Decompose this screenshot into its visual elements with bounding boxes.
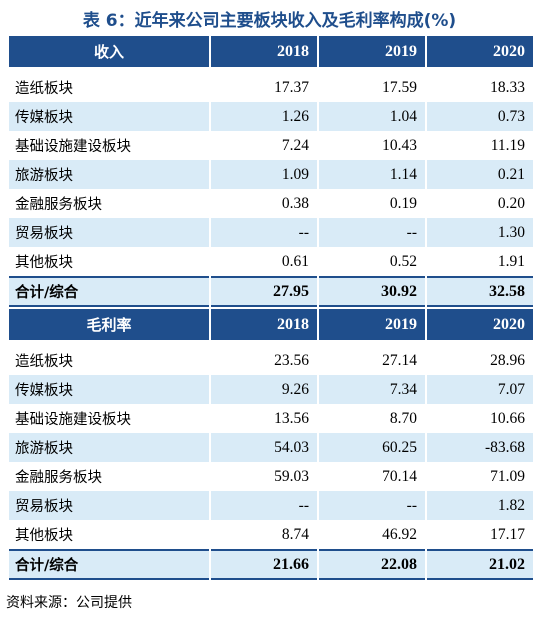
total-value-cell: 22.08: [319, 549, 425, 580]
table-row: 基础设施建设板块 7.24 10.43 11.19: [9, 131, 533, 160]
total-label: 合计/综合: [9, 276, 209, 307]
value-cell: 23.56: [211, 346, 317, 375]
segment-label: 基础设施建设板块: [9, 131, 209, 160]
table-row: 传媒板块 9.26 7.34 7.07: [9, 375, 533, 404]
margin-header-row: 毛利率 2018 2019 2020: [9, 307, 533, 340]
year-header: 2018: [211, 34, 317, 67]
value-cell: 0.20: [427, 189, 533, 218]
segment-label: 造纸板块: [9, 73, 209, 102]
segment-label: 金融服务板块: [9, 462, 209, 491]
table-row: 贸易板块 -- -- 1.82: [9, 491, 533, 520]
table-row: 基础设施建设板块 13.56 8.70 10.66: [9, 404, 533, 433]
segment-label: 其他板块: [9, 520, 209, 549]
segment-label: 旅游板块: [9, 160, 209, 189]
value-cell: 0.73: [427, 102, 533, 131]
value-cell: 0.52: [319, 247, 425, 276]
value-cell: 11.19: [427, 131, 533, 160]
value-cell: 28.96: [427, 346, 533, 375]
segment-label: 其他板块: [9, 247, 209, 276]
margin-total-row: 合计/综合 21.66 22.08 21.02: [9, 549, 533, 580]
value-cell: --: [211, 218, 317, 247]
value-cell: 13.56: [211, 404, 317, 433]
value-cell: --: [319, 218, 425, 247]
source-note: 资料来源：公司提供: [6, 595, 132, 611]
value-cell: 59.03: [211, 462, 317, 491]
value-cell: 46.92: [319, 520, 425, 549]
segment-label: 传媒板块: [9, 375, 209, 404]
value-cell: 10.43: [319, 131, 425, 160]
revenue-header-row: 收入 2018 2019 2020: [9, 34, 533, 67]
segment-label: 旅游板块: [9, 433, 209, 462]
value-cell: 1.91: [427, 247, 533, 276]
table-row: 其他板块 0.61 0.52 1.91: [9, 247, 533, 276]
segment-label: 造纸板块: [9, 346, 209, 375]
value-cell: 71.09: [427, 462, 533, 491]
value-cell: 7.24: [211, 131, 317, 160]
table-row: 旅游板块 54.03 60.25 -83.68: [9, 433, 533, 462]
segment-label: 传媒板块: [9, 102, 209, 131]
total-label: 合计/综合: [9, 549, 209, 580]
value-cell: 17.37: [211, 73, 317, 102]
value-cell: 1.82: [427, 491, 533, 520]
value-cell: --: [211, 491, 317, 520]
value-cell: 60.25: [319, 433, 425, 462]
value-cell: 0.19: [319, 189, 425, 218]
spacer-row: [9, 340, 533, 346]
value-cell: 18.33: [427, 73, 533, 102]
segment-label: 贸易板块: [9, 218, 209, 247]
total-value-cell: 27.95: [211, 276, 317, 307]
revenue-margin-table: 收入 2018 2019 2020 造纸板块 17.37 17.59 18.33 传媒板块 1.2…: [7, 34, 535, 580]
table-row: 金融服务板块 59.03 70.14 71.09: [9, 462, 533, 491]
value-cell: 7.07: [427, 375, 533, 404]
segment-label: 基础设施建设板块: [9, 404, 209, 433]
year-header: 2020: [427, 307, 533, 340]
segment-label: 贸易板块: [9, 491, 209, 520]
year-header: 2019: [319, 307, 425, 340]
revenue-total-row: 合计/综合 27.95 30.92 32.58: [9, 276, 533, 307]
value-cell: -83.68: [427, 433, 533, 462]
value-cell: 17.17: [427, 520, 533, 549]
total-value-cell: 32.58: [427, 276, 533, 307]
year-header: 2020: [427, 34, 533, 67]
value-cell: 54.03: [211, 433, 317, 462]
table-row: 造纸板块 17.37 17.59 18.33: [9, 73, 533, 102]
value-cell: 0.21: [427, 160, 533, 189]
value-cell: 70.14: [319, 462, 425, 491]
value-cell: 9.26: [211, 375, 317, 404]
table-row: 其他板块 8.74 46.92 17.17: [9, 520, 533, 549]
value-cell: 1.09: [211, 160, 317, 189]
value-cell: 7.34: [319, 375, 425, 404]
total-value-cell: 21.02: [427, 549, 533, 580]
value-cell: 17.59: [319, 73, 425, 102]
value-cell: 1.30: [427, 218, 533, 247]
table-row: 造纸板块 23.56 27.14 28.96: [9, 346, 533, 375]
segment-label: 金融服务板块: [9, 189, 209, 218]
value-cell: 8.74: [211, 520, 317, 549]
table-row: 传媒板块 1.26 1.04 0.73: [9, 102, 533, 131]
table-title: 表 6：近年来公司主要板块收入及毛利率构成(%): [82, 11, 457, 31]
value-cell: 0.61: [211, 247, 317, 276]
table-row: 旅游板块 1.09 1.14 0.21: [9, 160, 533, 189]
value-cell: 10.66: [427, 404, 533, 433]
margin-section-header: 毛利率: [9, 307, 209, 340]
value-cell: 0.38: [211, 189, 317, 218]
total-value-cell: 30.92: [319, 276, 425, 307]
value-cell: 1.14: [319, 160, 425, 189]
table-row: 贸易板块 -- -- 1.30: [9, 218, 533, 247]
value-cell: 27.14: [319, 346, 425, 375]
year-header: 2019: [319, 34, 425, 67]
value-cell: 8.70: [319, 404, 425, 433]
value-cell: 1.26: [211, 102, 317, 131]
table-row: 金融服务板块 0.38 0.19 0.20: [9, 189, 533, 218]
spacer-row: [9, 67, 533, 73]
value-cell: --: [319, 491, 425, 520]
revenue-section-header: 收入: [9, 34, 209, 67]
year-header: 2018: [211, 307, 317, 340]
total-value-cell: 21.66: [211, 549, 317, 580]
value-cell: 1.04: [319, 102, 425, 131]
